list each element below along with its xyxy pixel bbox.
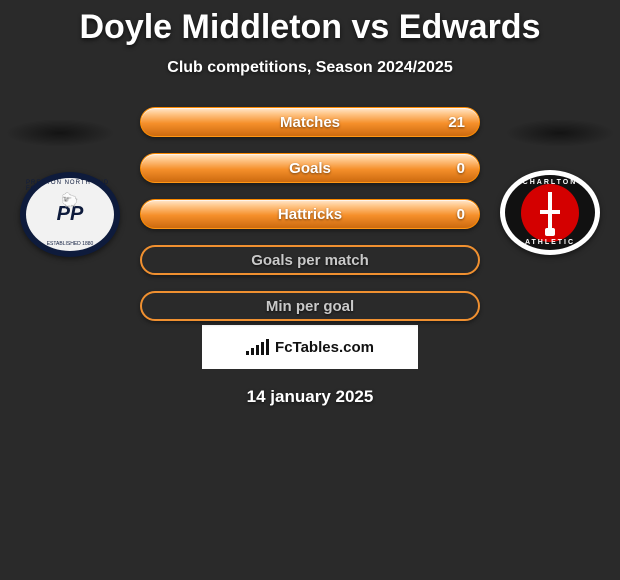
right-crest-inner-icon (521, 184, 579, 242)
comparison-stage: PRESTON NORTH END FC 🐑 PP ESTABLISHED 18… (0, 107, 620, 317)
left-team-crest-icon: PRESTON NORTH END FC 🐑 PP ESTABLISHED 18… (20, 172, 120, 257)
left-crest-lamb-icon: 🐑 (61, 192, 78, 209)
bar-chart-icon (246, 339, 269, 355)
stat-pill: Matches 21 (140, 107, 480, 137)
stat-pill-label: Min per goal (266, 298, 354, 315)
left-shadow-ellipse (5, 119, 115, 147)
stat-pill-label: Hattricks (278, 206, 342, 223)
stat-pill-label: Goals (289, 160, 331, 177)
right-crest-arc-bottom: ATHLETIC (525, 239, 575, 246)
left-crest-ring-bottom: ESTABLISHED 1880 (47, 241, 94, 247)
right-team-crest-icon: CHARLTON ATHLETIC (500, 170, 600, 255)
stat-pill-right-value: 21 (448, 114, 465, 131)
sword-icon (548, 192, 552, 234)
stat-pill: Hattricks 0 (140, 199, 480, 229)
subtitle: Club competitions, Season 2024/2025 (0, 59, 620, 77)
stat-pill-label: Matches (280, 114, 340, 131)
date-label: 14 january 2025 (0, 387, 620, 407)
stat-pill-right-value: 0 (457, 160, 465, 177)
stat-pill: Goals per match (140, 245, 480, 275)
stat-pill: Goals 0 (140, 153, 480, 183)
right-shadow-ellipse (505, 119, 615, 147)
page-title: Doyle Middleton vs Edwards (0, 0, 620, 47)
stat-pill-label: Goals per match (251, 252, 369, 269)
stat-pill-right-value: 0 (457, 206, 465, 223)
left-crest-ring-top: PRESTON NORTH END FC (26, 180, 114, 192)
brand-text: FcTables.com (275, 339, 374, 356)
stat-pill: Min per goal (140, 291, 480, 321)
stat-pill-list: Matches 21 Goals 0 Hattricks 0 Goals per match… (140, 107, 480, 337)
